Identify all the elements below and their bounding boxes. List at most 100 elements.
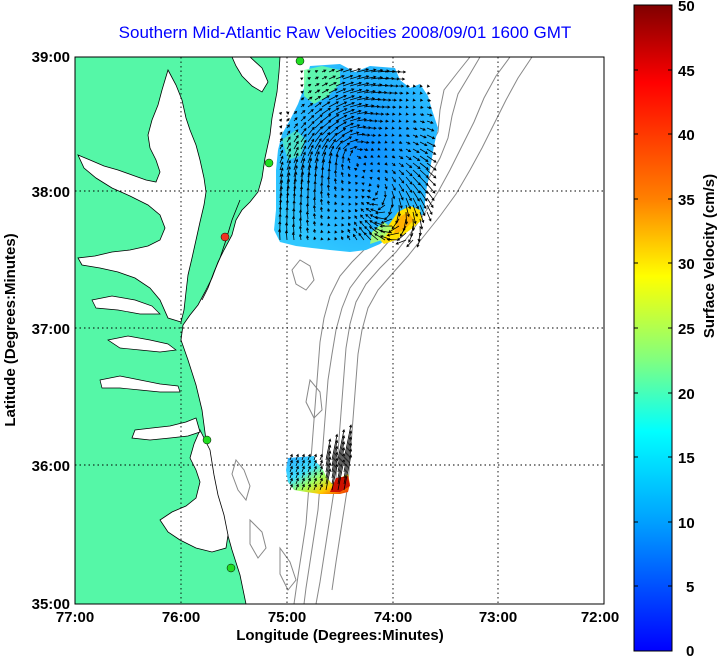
velocity-arrow bbox=[325, 468, 332, 491]
velocity-arrow bbox=[383, 190, 387, 199]
velocity-arrow bbox=[313, 477, 317, 485]
velocity-arrow bbox=[405, 148, 412, 152]
velocity-arrow bbox=[360, 208, 365, 213]
velocity-arrow bbox=[348, 188, 352, 192]
velocity-arrow bbox=[331, 439, 339, 467]
velocity-arrow bbox=[314, 114, 323, 122]
velocity-arrow bbox=[426, 84, 431, 88]
velocity-arrow bbox=[327, 200, 331, 206]
velocity-arrow bbox=[298, 233, 303, 241]
velocity-arrow bbox=[314, 102, 322, 108]
velocity-arrow bbox=[289, 453, 293, 461]
velocity-arrow bbox=[321, 113, 332, 122]
velocity-arrow bbox=[307, 477, 311, 485]
velocity-arrow bbox=[337, 458, 346, 491]
velocity-arrow bbox=[356, 96, 370, 101]
velocity-arrow bbox=[365, 213, 372, 220]
velocity-arrow bbox=[328, 75, 336, 80]
velocity-arrow bbox=[300, 164, 305, 178]
velocity-arrow bbox=[364, 226, 372, 234]
velocity-arrow bbox=[419, 190, 428, 202]
colorbar-tick-label: 50 bbox=[678, 0, 695, 15]
velocity-arrow bbox=[384, 91, 393, 95]
velocity-arrow bbox=[363, 119, 373, 123]
colorbar-tick-label: 20 bbox=[678, 386, 695, 403]
colorbar-tick-label: 45 bbox=[678, 63, 695, 80]
velocity-arrow bbox=[341, 209, 345, 213]
velocity-arrow bbox=[391, 147, 396, 151]
velocity-arrow bbox=[405, 190, 412, 202]
velocity-arrow bbox=[381, 197, 386, 206]
velocity-arrow bbox=[412, 169, 421, 178]
velocity-arrow bbox=[377, 140, 382, 144]
velocity-arrow bbox=[320, 237, 324, 241]
velocity-arrow bbox=[341, 187, 345, 192]
velocity-arrow bbox=[348, 173, 351, 178]
velocity-arrow bbox=[314, 151, 320, 164]
velocity-arrow bbox=[405, 119, 409, 123]
velocity-arrow bbox=[293, 171, 298, 185]
velocity-arrow bbox=[349, 109, 362, 115]
velocity-arrow bbox=[321, 82, 329, 87]
velocity-arrow bbox=[325, 444, 332, 467]
velocity-arrow bbox=[314, 83, 320, 87]
velocity-arrow bbox=[307, 83, 312, 87]
velocity-arrow bbox=[405, 183, 413, 193]
velocity-arrow bbox=[335, 146, 341, 157]
velocity-arrow bbox=[314, 70, 319, 73]
velocity-arrow bbox=[391, 119, 396, 123]
velocity-arrow bbox=[320, 214, 324, 220]
velocity-arrow bbox=[361, 201, 365, 206]
velocity-arrow bbox=[398, 98, 403, 102]
radar-site-marker bbox=[226, 563, 236, 573]
velocity-arrow bbox=[408, 232, 414, 243]
velocity-arrow bbox=[363, 126, 372, 130]
velocity-arrow bbox=[416, 239, 421, 248]
velocity-arrow bbox=[358, 232, 365, 241]
velocity-arrow bbox=[384, 105, 391, 109]
velocity-arrow bbox=[286, 117, 290, 122]
velocity-arrow bbox=[289, 483, 293, 491]
velocity-arrow bbox=[366, 189, 372, 193]
velocity-arrow bbox=[391, 155, 396, 159]
velocity-arrow bbox=[327, 215, 331, 220]
velocity-arrow bbox=[426, 204, 433, 216]
velocity-arrow bbox=[314, 126, 323, 136]
velocity-arrow bbox=[349, 149, 353, 157]
velocity-arrow bbox=[331, 445, 339, 473]
velocity-arrow bbox=[349, 146, 358, 150]
velocity-arrow bbox=[328, 82, 337, 87]
velocity-arrow bbox=[279, 179, 284, 192]
velocity-arrow bbox=[370, 69, 384, 73]
velocity-arrow bbox=[400, 225, 407, 237]
velocity-arrow bbox=[398, 169, 405, 176]
velocity-arrow bbox=[300, 121, 307, 129]
velocity-arrow bbox=[412, 119, 417, 123]
velocity-arrow bbox=[412, 148, 420, 153]
velocity-arrow bbox=[370, 133, 376, 137]
velocity-arrow bbox=[293, 158, 299, 171]
velocity-arrow bbox=[348, 222, 351, 227]
velocity-arrow bbox=[371, 119, 378, 123]
velocity-arrow bbox=[419, 113, 425, 116]
velocity-arrow bbox=[343, 454, 353, 491]
x-tick-label: 72:00 bbox=[581, 609, 619, 626]
velocity-arrow bbox=[340, 163, 344, 171]
velocity-arrow bbox=[295, 483, 299, 491]
velocity-arrow bbox=[412, 134, 419, 138]
velocity-arrow bbox=[314, 76, 319, 80]
velocity-arrow bbox=[369, 169, 373, 173]
velocity-arrow bbox=[355, 181, 359, 185]
velocity-arrow bbox=[354, 174, 358, 178]
velocity-arrow bbox=[360, 214, 365, 220]
velocity-arrow bbox=[364, 219, 372, 227]
velocity-arrow bbox=[286, 159, 291, 171]
velocity-arrow bbox=[306, 235, 310, 241]
velocity-arrow bbox=[377, 154, 381, 158]
velocity-highlight-green bbox=[370, 222, 392, 244]
velocity-arrow bbox=[377, 147, 381, 151]
velocity-arrow bbox=[426, 176, 436, 187]
velocity-arrow bbox=[340, 171, 344, 178]
velocity-arrow bbox=[384, 112, 390, 116]
velocity-arrow bbox=[384, 147, 388, 151]
